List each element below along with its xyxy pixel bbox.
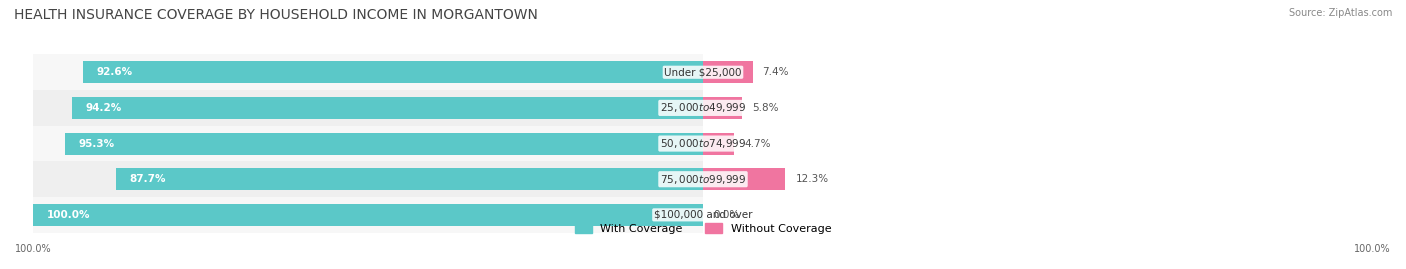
Bar	[34, 197, 703, 233]
Text: 100.0%: 100.0%	[46, 210, 90, 220]
Text: 87.7%: 87.7%	[129, 174, 166, 184]
Bar	[703, 97, 742, 119]
Bar	[65, 133, 703, 155]
Text: 0.0%: 0.0%	[713, 210, 740, 220]
Text: $50,000 to $74,999: $50,000 to $74,999	[659, 137, 747, 150]
Legend: With Coverage, Without Coverage: With Coverage, Without Coverage	[571, 218, 835, 238]
Bar	[34, 126, 703, 161]
Text: 92.6%: 92.6%	[96, 67, 132, 77]
Text: HEALTH INSURANCE COVERAGE BY HOUSEHOLD INCOME IN MORGANTOWN: HEALTH INSURANCE COVERAGE BY HOUSEHOLD I…	[14, 8, 538, 22]
Text: 95.3%: 95.3%	[79, 139, 114, 148]
Bar	[34, 90, 703, 126]
Text: $75,000 to $99,999: $75,000 to $99,999	[659, 173, 747, 186]
Bar	[34, 204, 703, 226]
Text: 4.7%: 4.7%	[745, 139, 770, 148]
Text: $100,000 and over: $100,000 and over	[654, 210, 752, 220]
Text: 5.8%: 5.8%	[752, 103, 779, 113]
Bar	[83, 61, 703, 83]
Text: 7.4%: 7.4%	[762, 67, 789, 77]
Text: Source: ZipAtlas.com: Source: ZipAtlas.com	[1288, 8, 1392, 18]
Bar	[703, 133, 734, 155]
Bar	[703, 61, 752, 83]
Text: 94.2%: 94.2%	[86, 103, 122, 113]
Bar	[115, 168, 703, 190]
Text: 12.3%: 12.3%	[796, 174, 828, 184]
Bar	[34, 161, 703, 197]
Bar	[72, 97, 703, 119]
Bar	[34, 54, 703, 90]
Text: Under $25,000: Under $25,000	[664, 67, 742, 77]
Bar	[703, 168, 786, 190]
Text: $25,000 to $49,999: $25,000 to $49,999	[659, 101, 747, 114]
